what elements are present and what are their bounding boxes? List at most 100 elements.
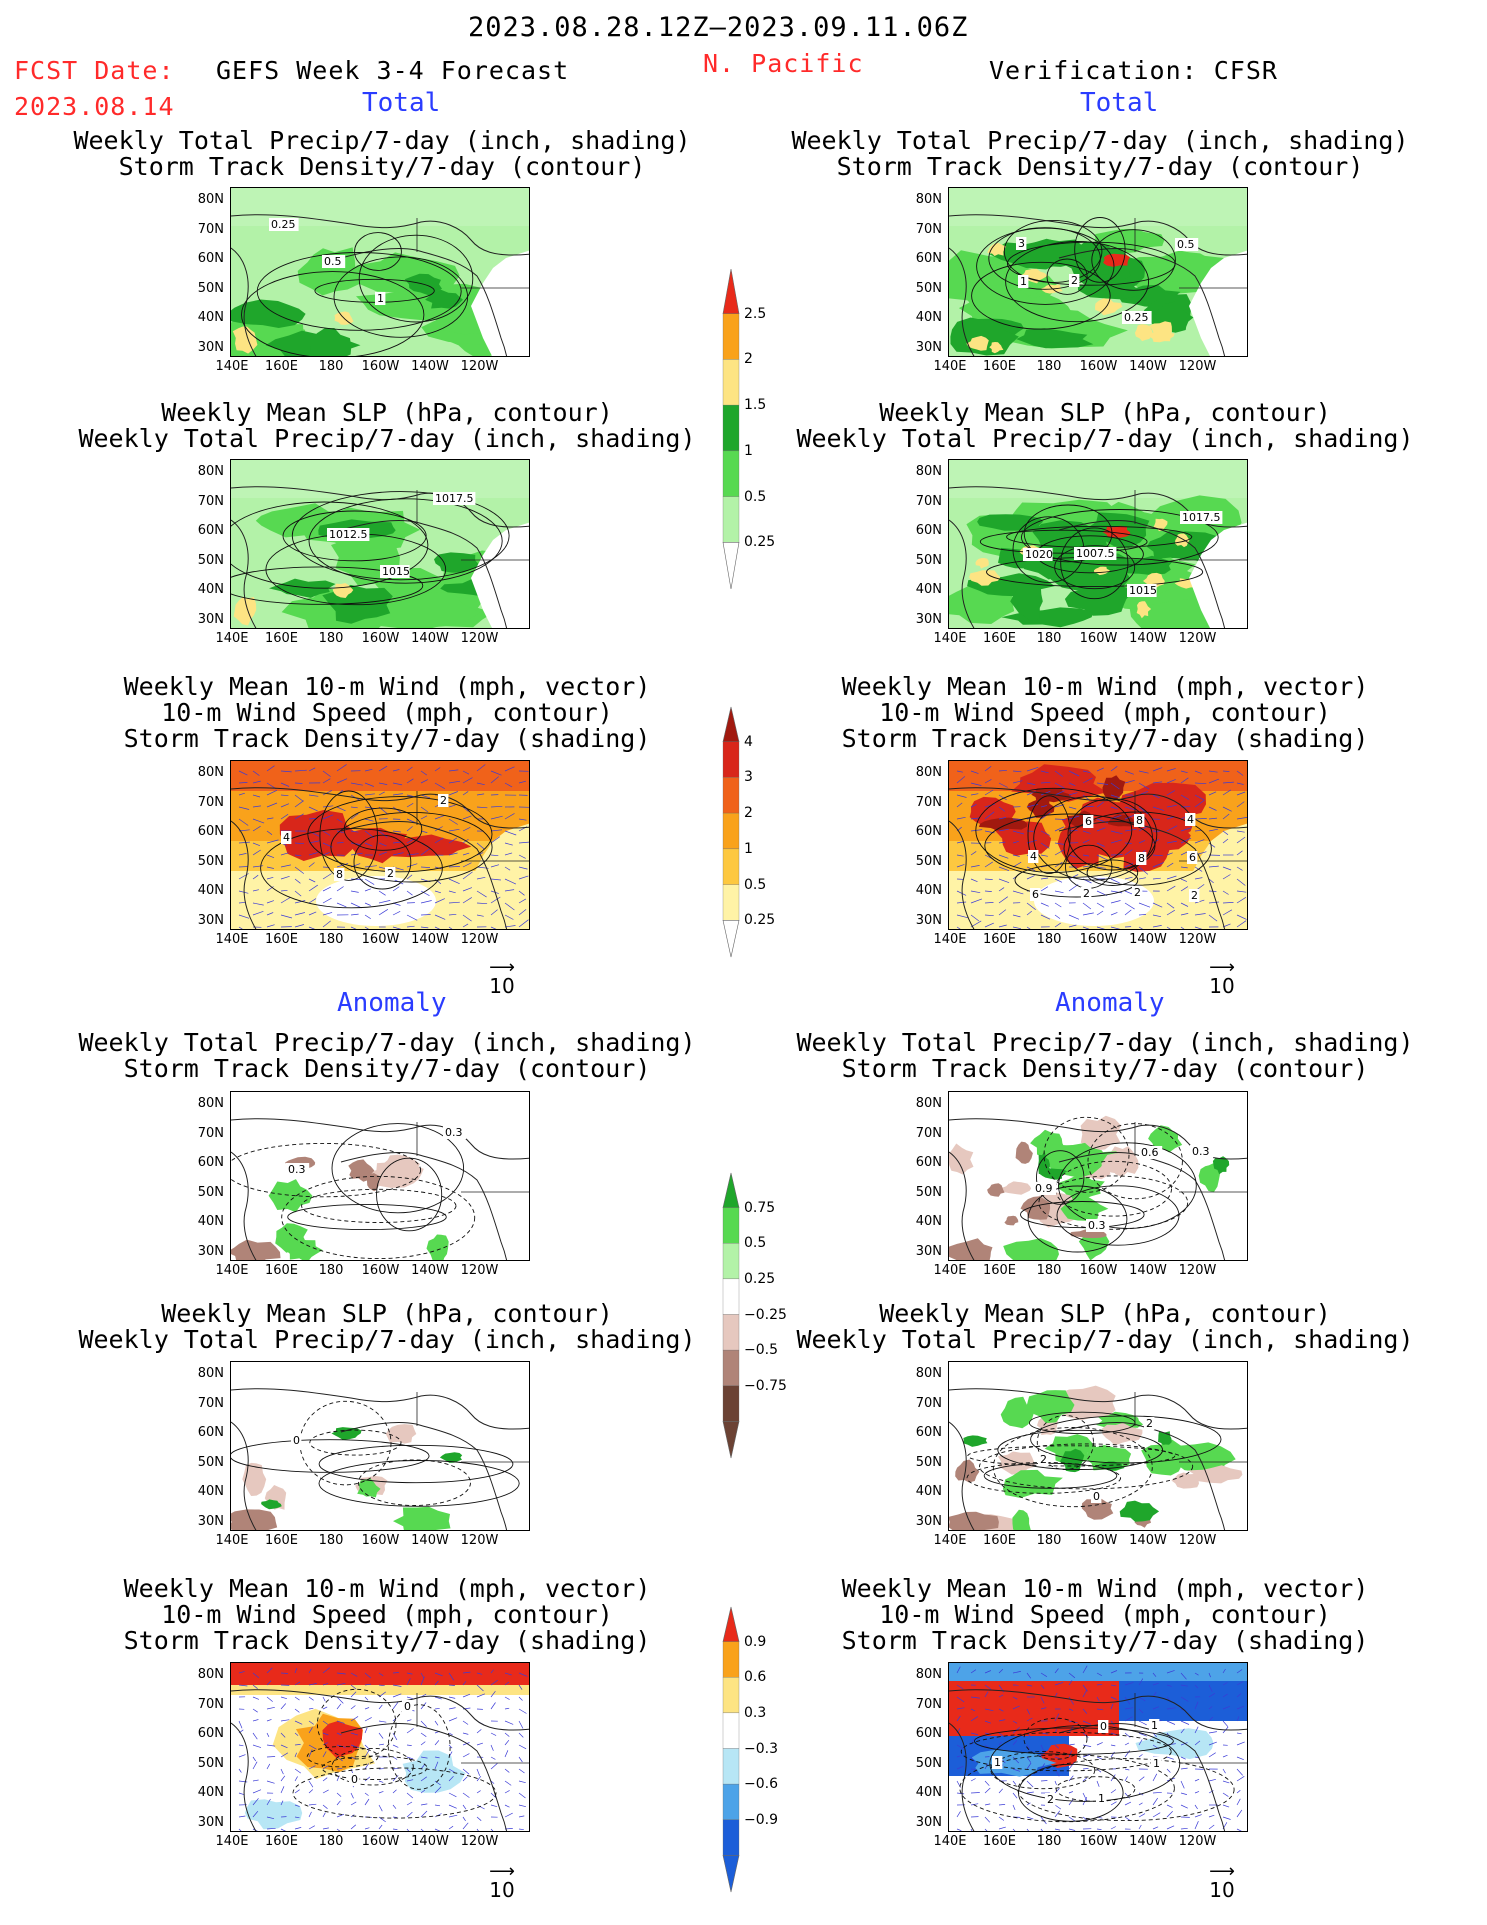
wind-vector bbox=[252, 1789, 262, 1794]
wind-vector bbox=[504, 1707, 510, 1710]
wind-vector bbox=[970, 914, 980, 922]
wind-vector bbox=[1166, 1684, 1172, 1687]
colorbar-tip bbox=[722, 1606, 740, 1642]
lat-tick-label: 50N bbox=[197, 1755, 224, 1771]
wind-vector bbox=[984, 1670, 992, 1674]
wind-vector bbox=[1180, 794, 1190, 800]
wind-vector bbox=[984, 878, 993, 880]
wind-vector bbox=[420, 926, 429, 929]
title-line: Storm Track Density/7-day (contour) bbox=[123, 1054, 651, 1083]
wind-vector bbox=[1124, 1816, 1130, 1821]
wind-vector bbox=[1040, 812, 1051, 820]
wind-vector bbox=[280, 1703, 287, 1710]
title-ver-total-wind: Weekly Mean 10-m Wind (mph, vector) 10-m… bbox=[755, 674, 1455, 752]
lat-tick-label: 70N bbox=[197, 221, 224, 237]
colorbar-svg bbox=[722, 706, 740, 958]
wind-vector bbox=[1208, 817, 1218, 820]
contour-line bbox=[1087, 1123, 1183, 1200]
wind-vector bbox=[336, 902, 347, 908]
wind-vector bbox=[1096, 1683, 1103, 1686]
lat-tick-label: 50N bbox=[915, 280, 942, 296]
wind-vector bbox=[462, 826, 471, 832]
lon-tick-label: 180 bbox=[318, 631, 344, 646]
wind-vector bbox=[308, 878, 316, 883]
colorbar-segment bbox=[722, 884, 740, 921]
wind-vector bbox=[392, 886, 400, 892]
wind-vector bbox=[1138, 1813, 1146, 1818]
wind-vector bbox=[378, 851, 388, 856]
wind-vector bbox=[1236, 1705, 1245, 1710]
wind-vector bbox=[1068, 1725, 1074, 1734]
wind-vector bbox=[280, 1775, 286, 1782]
wind-vector bbox=[1110, 766, 1118, 772]
wind-vector bbox=[1040, 842, 1050, 849]
wind-vector bbox=[1180, 1696, 1189, 1702]
wind-vector bbox=[1236, 770, 1244, 776]
lon-tick-label: 180 bbox=[318, 1834, 344, 1849]
wind-vector bbox=[392, 1672, 399, 1674]
wind-vector bbox=[1152, 1773, 1158, 1782]
contour-label: 0.3 bbox=[1192, 1145, 1210, 1158]
contour-label-bg bbox=[433, 492, 476, 505]
track-shading bbox=[994, 821, 1052, 856]
wind-vector bbox=[1068, 815, 1080, 820]
wind-vector bbox=[1138, 770, 1149, 774]
contour-label: 1 bbox=[1153, 1757, 1160, 1770]
lat-tick-label: 80N bbox=[915, 192, 942, 207]
wind-vector bbox=[998, 896, 1009, 904]
wind-vector bbox=[1236, 836, 1246, 844]
contour-line bbox=[1036, 1415, 1094, 1470]
wind-vector bbox=[434, 890, 442, 894]
wind-vector bbox=[322, 920, 331, 928]
wind-vector bbox=[1096, 767, 1104, 772]
wind-vector bbox=[448, 1814, 458, 1818]
contour-line bbox=[1014, 862, 1139, 898]
wind-vector bbox=[1166, 885, 1176, 892]
wind-vector bbox=[1110, 1744, 1116, 1747]
title-line: Storm Track Density/7-day (shading) bbox=[123, 1626, 651, 1655]
wind-vector bbox=[448, 866, 460, 868]
wind-vector bbox=[984, 1816, 991, 1823]
wind-vector bbox=[1124, 876, 1133, 880]
wind-vector bbox=[518, 1768, 525, 1774]
lon-tick-label: 160E bbox=[982, 1263, 1017, 1278]
lon-tick-label: 160W bbox=[1079, 1533, 1118, 1548]
wind-vector bbox=[1110, 890, 1123, 894]
contour-label: 2 bbox=[1191, 889, 1198, 902]
wind-vector bbox=[1068, 1696, 1074, 1705]
wind-vector bbox=[448, 1825, 454, 1830]
wind-vector bbox=[956, 1744, 964, 1750]
precip-anomaly-shading bbox=[1020, 1196, 1051, 1220]
wind-vector bbox=[308, 862, 315, 868]
wind-vector bbox=[998, 887, 1005, 892]
wind-vector bbox=[1110, 900, 1121, 904]
title-line: Weekly Total Precip/7-day (inch, shading… bbox=[796, 424, 1414, 453]
track-shading bbox=[1057, 822, 1103, 869]
map-panel: 1012.5 1015 1017.5 bbox=[230, 459, 530, 629]
wind-vector bbox=[308, 1749, 313, 1758]
contour-line bbox=[287, 1203, 447, 1231]
wind-vector bbox=[970, 865, 980, 868]
wind-vector bbox=[378, 1672, 384, 1677]
contour-line bbox=[989, 1725, 1181, 1802]
wind-vector bbox=[378, 1791, 384, 1794]
wind-vector bbox=[350, 890, 359, 893]
wind-vector bbox=[1096, 1708, 1104, 1711]
wind-vector bbox=[1040, 781, 1051, 784]
wind-vector bbox=[504, 813, 515, 820]
wind-vector bbox=[280, 1828, 286, 1831]
wind-vector bbox=[1054, 861, 1063, 868]
lat-tick-label: 80N bbox=[915, 1096, 942, 1111]
wind-vector bbox=[1096, 902, 1105, 908]
precip-shading bbox=[949, 188, 1247, 226]
wind-vector bbox=[998, 924, 1007, 928]
wind-vector bbox=[294, 890, 302, 897]
wind-vector bbox=[1180, 1728, 1185, 1734]
wind-vector bbox=[1152, 902, 1163, 908]
precip-anomaly-shading bbox=[348, 1159, 375, 1182]
contour-label: 8 bbox=[1138, 852, 1145, 865]
contour-line bbox=[387, 1704, 451, 1790]
wind-vector bbox=[1096, 1672, 1102, 1677]
wind-vector bbox=[322, 873, 332, 880]
wind-vector bbox=[1012, 914, 1021, 918]
